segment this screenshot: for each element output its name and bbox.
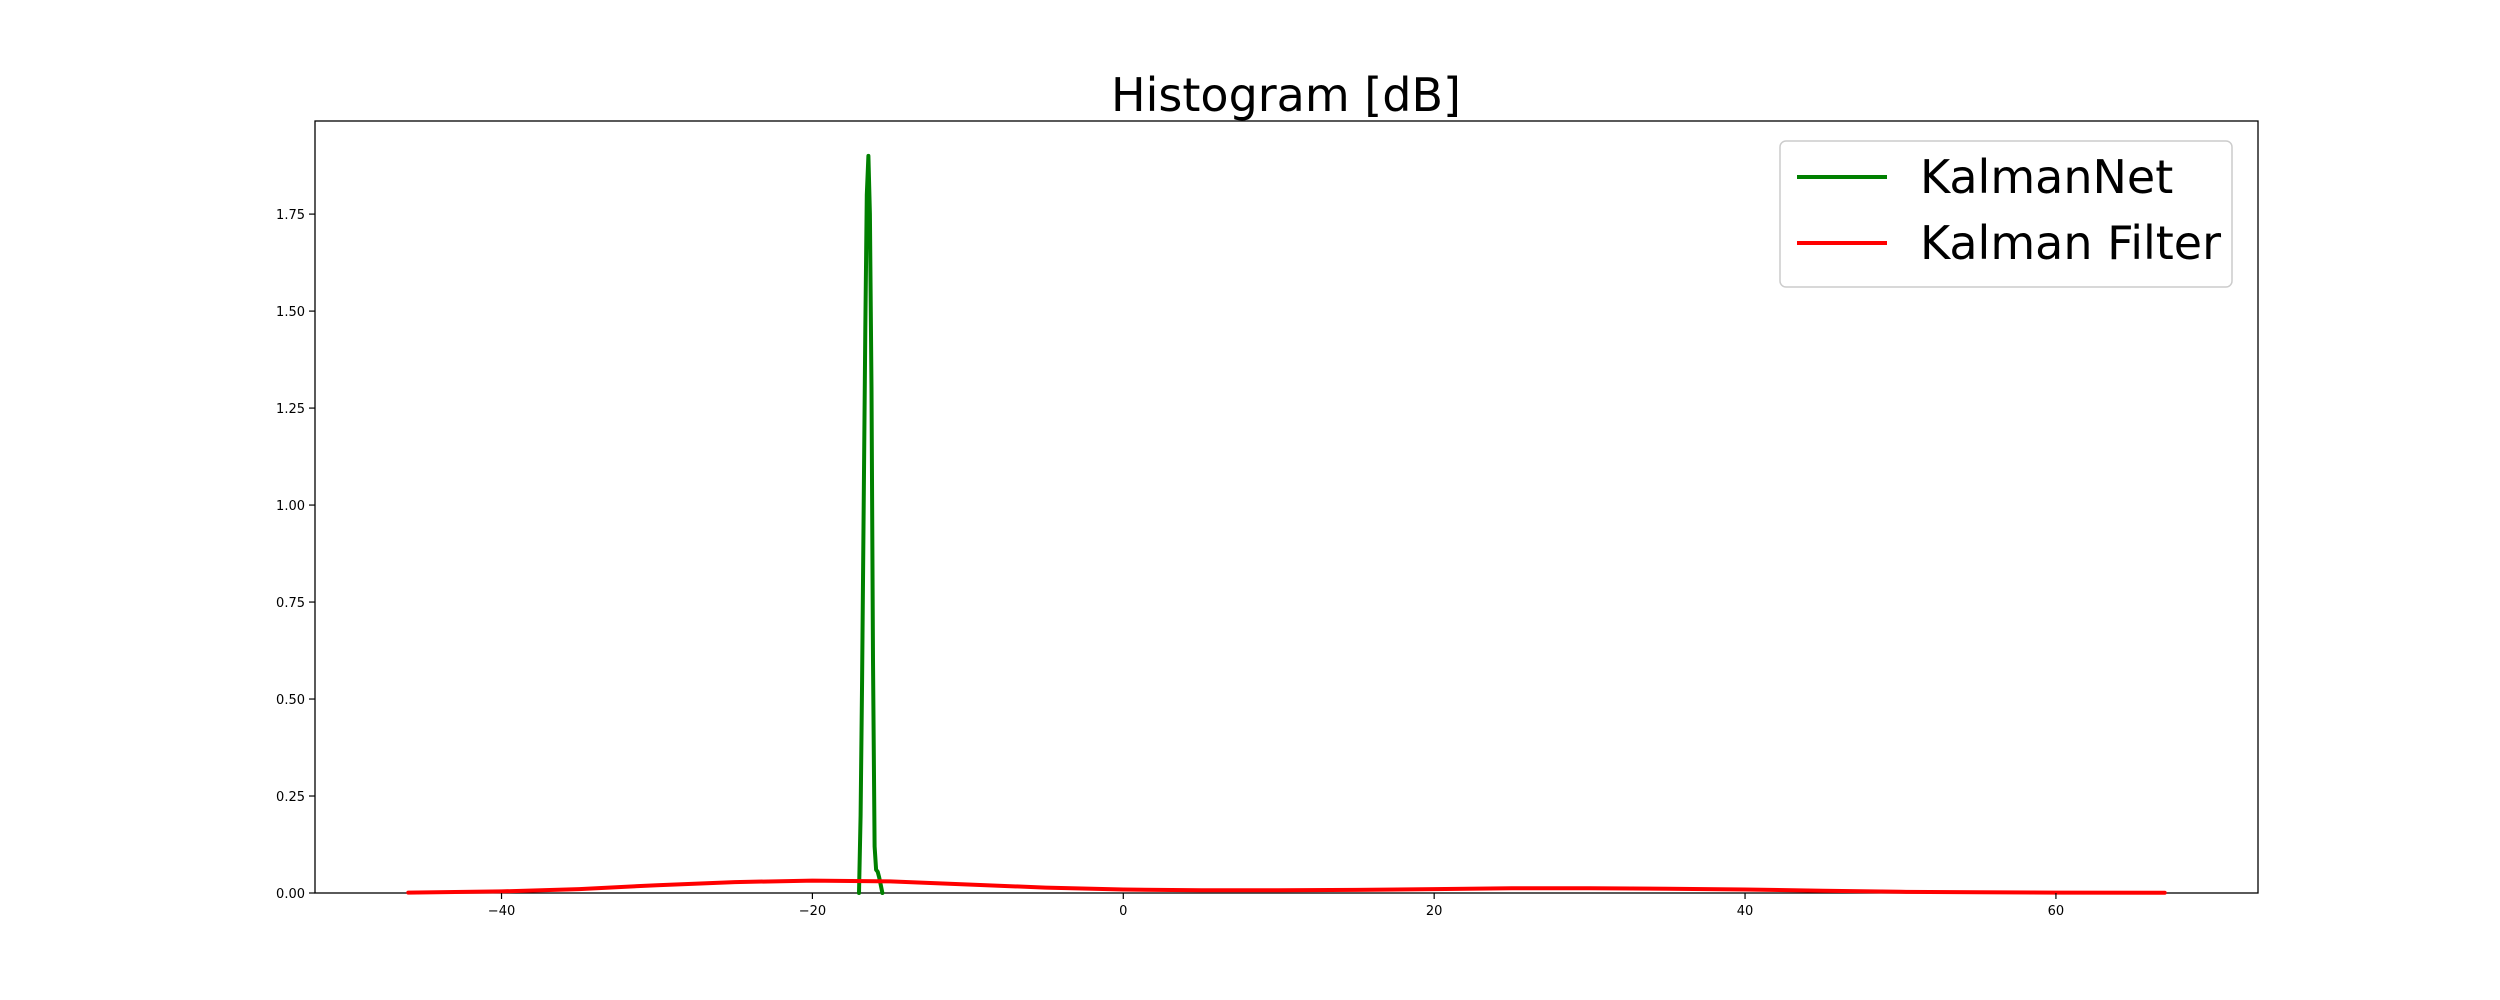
legend-label-1: Kalman Filter <box>1920 216 2221 270</box>
chart-title: Histogram [dB] <box>1111 68 1461 122</box>
x-tick-label: 0 <box>1119 904 1127 919</box>
y-tick-label: 0.50 <box>276 693 305 708</box>
y-tick-label: 1.25 <box>276 402 305 417</box>
y-tick-label: 1.00 <box>276 499 305 514</box>
x-tick-label: −40 <box>488 904 515 919</box>
plot-area-frame <box>314 120 2259 894</box>
x-tick-label: 40 <box>1737 904 1754 919</box>
series-line-0 <box>857 153 885 895</box>
y-tick-label: 1.50 <box>276 305 305 320</box>
x-tick-label: 20 <box>1426 904 1443 919</box>
legend-label-0: KalmanNet <box>1920 150 2173 204</box>
y-tick-label: 0.00 <box>276 887 305 902</box>
legend-box <box>1779 140 2233 288</box>
y-tick-label: 0.25 <box>276 790 305 805</box>
y-tick-label: 0.75 <box>276 596 305 611</box>
x-tick-label: 60 <box>2048 904 2065 919</box>
series-line-1 <box>406 878 2167 895</box>
legend: KalmanNet Kalman Filter <box>1779 140 2233 288</box>
y-tick-label: 1.75 <box>276 208 305 223</box>
x-tick-label: −20 <box>799 904 826 919</box>
